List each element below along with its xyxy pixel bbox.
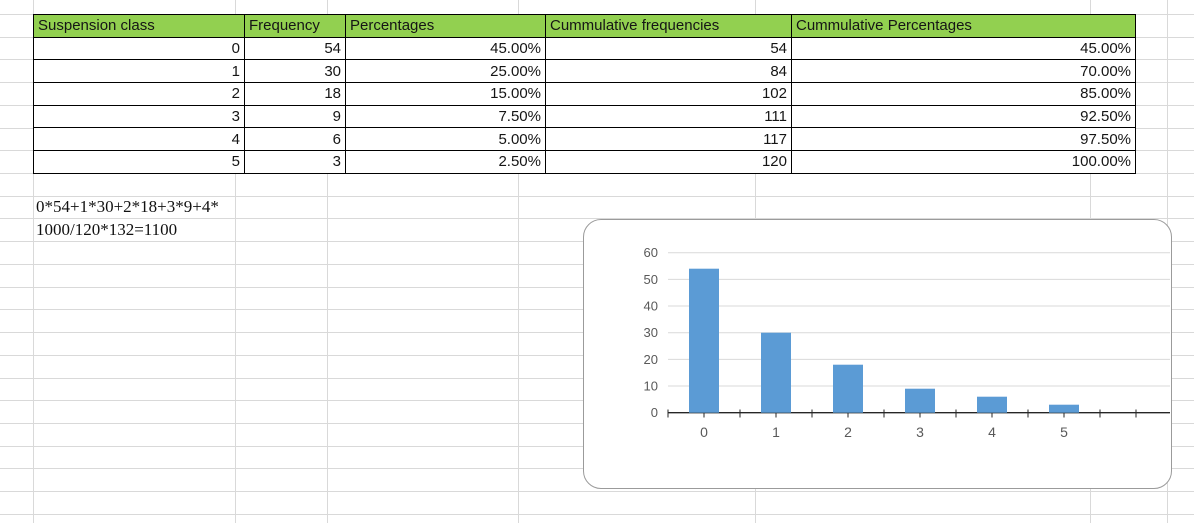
- table-cell[interactable]: 5: [33, 150, 245, 174]
- table-cell[interactable]: 100.00%: [791, 150, 1136, 174]
- frequency-table[interactable]: Suspension class Frequency Percentages Cumm…: [33, 14, 1136, 174]
- table-row: 2 18 15.00% 102 85.00%: [33, 82, 1136, 106]
- table-cell[interactable]: 15.00%: [345, 82, 546, 106]
- table-cell[interactable]: 54: [244, 36, 346, 61]
- table-cell[interactable]: 5.00%: [345, 127, 546, 152]
- table-cell[interactable]: 92.50%: [791, 104, 1136, 129]
- table-row: 4 6 5.00% 117 97.50%: [33, 127, 1136, 152]
- formula-note-line2[interactable]: 1000/120*132=1100: [36, 219, 178, 239]
- header-cell[interactable]: Cummulative Percentages: [791, 14, 1136, 38]
- y-axis-label: 60: [644, 245, 658, 260]
- bar[interactable]: [689, 268, 719, 413]
- table-cell[interactable]: 4: [33, 127, 245, 152]
- bar[interactable]: [761, 332, 791, 413]
- table-cell[interactable]: 2.50%: [345, 150, 546, 174]
- x-axis-label: 3: [916, 424, 924, 440]
- table-row: 0 54 45.00% 54 45.00%: [33, 36, 1136, 61]
- table-cell[interactable]: 45.00%: [345, 36, 546, 61]
- gridline: [235, 0, 236, 523]
- table-cell[interactable]: 45.00%: [791, 36, 1136, 61]
- header-cell[interactable]: Percentages: [345, 14, 546, 38]
- table-cell[interactable]: 3: [33, 104, 245, 129]
- x-axis-label: 0: [700, 424, 708, 440]
- table-cell[interactable]: 2: [33, 82, 245, 106]
- bar[interactable]: [833, 364, 863, 413]
- table-row: 5 3 2.50% 120 100.00%: [33, 150, 1136, 174]
- table-cell[interactable]: 9: [244, 104, 346, 129]
- x-axis-label: 5: [1060, 424, 1068, 440]
- y-axis-label: 30: [644, 325, 658, 340]
- table-cell[interactable]: 85.00%: [791, 82, 1136, 106]
- table-cell[interactable]: 84: [545, 59, 792, 84]
- bar-chart-plot: 0 10 20 30 40 50 60 0 1 2 3 4 5: [644, 245, 1170, 440]
- table-cell[interactable]: 25.00%: [345, 59, 546, 84]
- gridline: [327, 0, 328, 523]
- x-axis-label: 2: [844, 424, 852, 440]
- bar-chart[interactable]: 0 10 20 30 40 50 60 0 1 2 3 4 5: [583, 219, 1172, 489]
- gridline: [518, 0, 519, 523]
- table-cell[interactable]: 18: [244, 82, 346, 106]
- table-cell[interactable]: 0: [33, 36, 245, 61]
- y-axis-label: 40: [644, 299, 658, 314]
- table-cell[interactable]: 30: [244, 59, 346, 84]
- table-header-row: Suspension class Frequency Percentages Cumm…: [33, 14, 1136, 38]
- bar[interactable]: [977, 396, 1007, 413]
- header-cell[interactable]: Cummulative frequencies: [545, 14, 792, 38]
- table-cell[interactable]: 120: [545, 150, 792, 174]
- x-axis-label: 1: [772, 424, 780, 440]
- x-axis-label: 4: [988, 424, 996, 440]
- y-axis-label: 50: [644, 272, 658, 287]
- header-cell[interactable]: Suspension class: [33, 14, 245, 38]
- table-cell[interactable]: 6: [244, 127, 346, 152]
- table-cell[interactable]: 111: [545, 104, 792, 129]
- table-cell[interactable]: 1: [33, 59, 245, 84]
- gridline: [0, 513, 1194, 515]
- formula-note-line1[interactable]: 0*54+1*30+2*18+3*9+4*: [36, 197, 219, 216]
- table-cell[interactable]: 3: [244, 150, 346, 174]
- y-axis-label: 20: [644, 352, 658, 367]
- table-row: 1 30 25.00% 84 70.00%: [33, 59, 1136, 84]
- table-cell[interactable]: 7.50%: [345, 104, 546, 129]
- table-cell[interactable]: 70.00%: [791, 59, 1136, 84]
- gridline: [0, 491, 1194, 493]
- bar[interactable]: [905, 388, 935, 413]
- bar[interactable]: [1049, 404, 1079, 413]
- table-row: 3 9 7.50% 111 92.50%: [33, 104, 1136, 129]
- gridline: [0, 218, 1194, 220]
- y-axis-label: 0: [651, 405, 658, 420]
- header-cell[interactable]: Frequency: [244, 14, 346, 38]
- table-cell[interactable]: 117: [545, 127, 792, 152]
- gridline: [33, 0, 34, 523]
- gridline: [0, 195, 1194, 197]
- y-axis-label: 10: [644, 379, 658, 394]
- table-cell[interactable]: 54: [545, 36, 792, 61]
- table-cell[interactable]: 102: [545, 82, 792, 106]
- table-cell[interactable]: 97.50%: [791, 127, 1136, 152]
